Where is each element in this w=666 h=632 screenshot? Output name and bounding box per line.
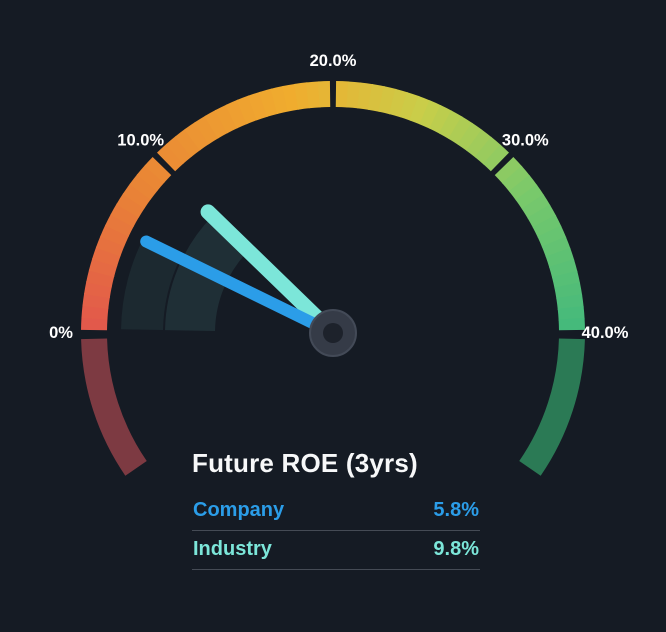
- gauge-title: Future ROE (3yrs): [192, 448, 418, 478]
- gauge-overflow-segments: [81, 338, 585, 476]
- tick-label-40: 40.0%: [582, 324, 629, 342]
- industry-value: 9.8%: [433, 538, 479, 560]
- tick-label-30: 30.0%: [502, 132, 549, 150]
- company-value: 5.8%: [433, 499, 479, 521]
- industry-needle: [200, 204, 341, 341]
- legend-row-company: Company 5.8%: [192, 492, 480, 531]
- company-label: Company: [193, 499, 285, 521]
- gauge-needles: [140, 204, 341, 341]
- above-max-segment: [519, 338, 585, 476]
- gauge-color-band: [81, 81, 585, 331]
- below-min-segment: [81, 338, 147, 476]
- tick-label-0: 0%: [49, 324, 73, 342]
- industry-label: Industry: [193, 538, 272, 560]
- tick-label-20: 20.0%: [310, 52, 357, 70]
- gauge-hub: [309, 309, 357, 357]
- tick-label-10: 10.0%: [117, 132, 164, 150]
- company-needle: [140, 235, 339, 339]
- legend-row-industry: Industry 9.8%: [192, 531, 480, 570]
- gauge-tick-labels: 0% 10.0% 20.0% 30.0% 40.0%: [49, 52, 629, 342]
- gauge-info-panel: Future ROE (3yrs) Company 5.8% Industry …: [192, 448, 480, 570]
